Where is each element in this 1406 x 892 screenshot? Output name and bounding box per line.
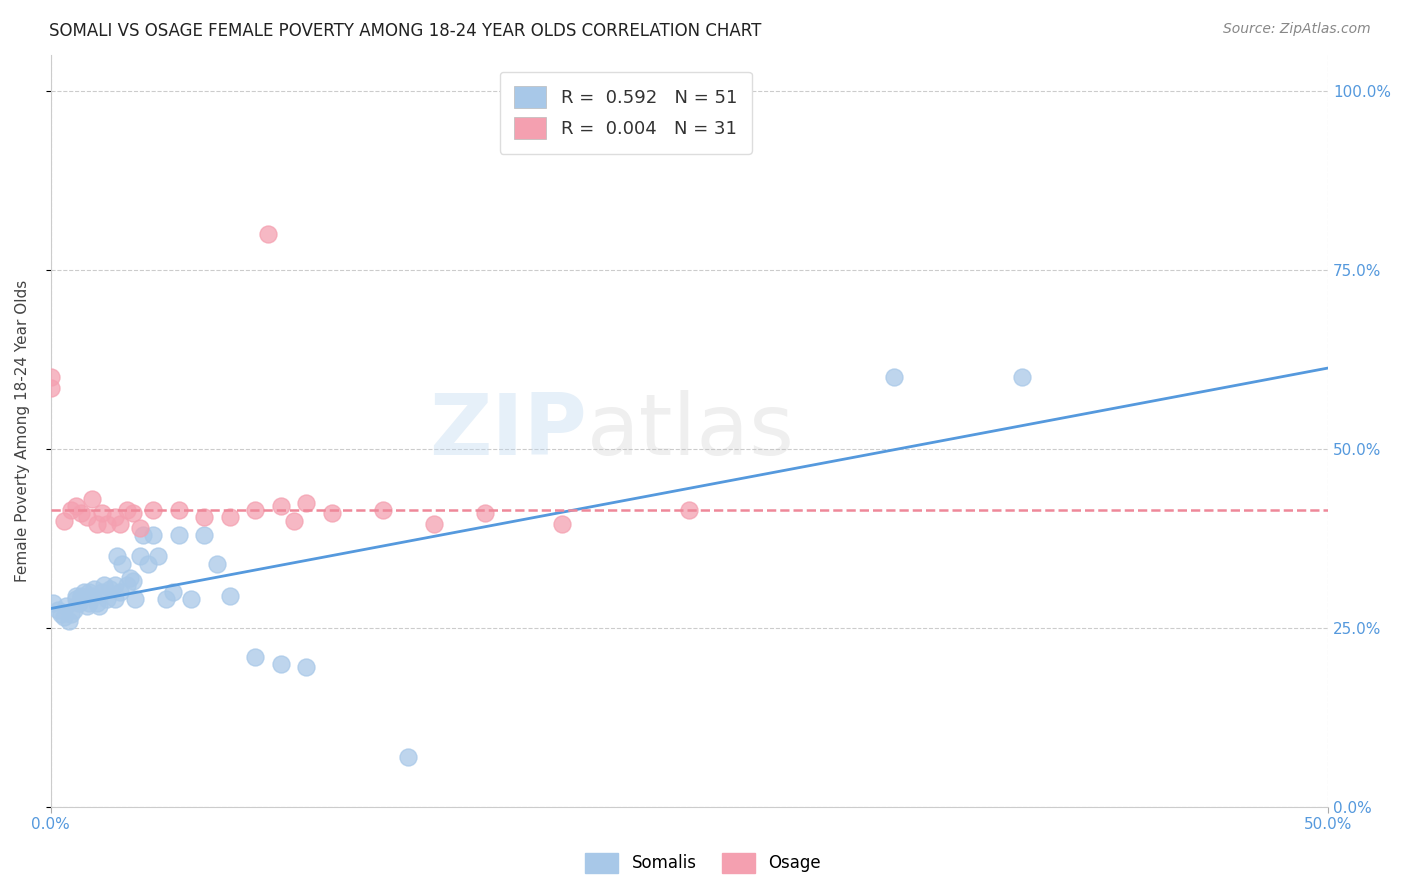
Point (245, 503, 267, 517)
Point (96, 517, 118, 532)
Point (118, 571, 141, 585)
Point (65, 592, 87, 607)
Point (121, 574, 143, 589)
Point (270, 657, 292, 671)
Point (678, 503, 700, 517)
Point (48, 603, 70, 617)
Point (142, 528, 165, 542)
Point (93, 578, 115, 592)
Point (76, 510, 98, 524)
Point (104, 510, 127, 524)
Point (245, 649, 267, 664)
Point (73, 585, 96, 599)
Point (108, 517, 131, 532)
Point (80, 589, 103, 603)
Point (52, 610, 75, 624)
Point (77, 585, 100, 599)
Point (132, 528, 155, 542)
Y-axis label: Female Poverty Among 18-24 Year Olds: Female Poverty Among 18-24 Year Olds (15, 280, 30, 582)
Point (474, 507, 496, 521)
Point (86, 596, 108, 610)
Text: atlas: atlas (588, 390, 796, 473)
Point (55, 599, 77, 614)
Point (90, 507, 112, 521)
Point (83, 582, 105, 596)
Point (193, 528, 215, 542)
Point (60, 607, 83, 621)
Point (193, 510, 215, 524)
Point (39, 381, 62, 395)
Point (129, 521, 152, 535)
Text: Source: ZipAtlas.com: Source: ZipAtlas.com (1223, 22, 1371, 37)
Point (58, 614, 80, 628)
Point (90, 585, 112, 599)
Point (70, 589, 93, 603)
Point (52, 514, 75, 528)
Point (76, 599, 98, 614)
Legend: Somalis, Osage: Somalis, Osage (578, 847, 828, 880)
Point (883, 370, 905, 384)
Point (283, 514, 305, 528)
Point (129, 549, 152, 564)
Point (65, 500, 87, 514)
Legend: R =  0.592   N = 51, R =  0.004   N = 31: R = 0.592 N = 51, R = 0.004 N = 31 (499, 71, 752, 153)
Point (167, 503, 190, 517)
Point (65, 589, 87, 603)
Point (77, 596, 100, 610)
Point (117, 503, 139, 517)
Point (96, 592, 118, 607)
Point (111, 557, 134, 571)
Point (108, 585, 131, 599)
Point (551, 517, 574, 532)
Point (60, 503, 83, 517)
Point (257, 227, 280, 242)
Point (155, 592, 177, 607)
Point (142, 503, 165, 517)
Point (39, 370, 62, 384)
Point (136, 557, 159, 571)
Point (86, 517, 108, 532)
Point (104, 578, 127, 592)
Point (205, 557, 228, 571)
Point (295, 496, 318, 510)
Text: ZIP: ZIP (430, 390, 588, 473)
Point (49, 607, 72, 621)
Point (270, 500, 292, 514)
Point (218, 510, 240, 524)
Point (117, 578, 139, 592)
Text: SOMALI VS OSAGE FEMALE POVERTY AMONG 18-24 YEAR OLDS CORRELATION CHART: SOMALI VS OSAGE FEMALE POVERTY AMONG 18-… (49, 22, 762, 40)
Point (423, 517, 446, 532)
Point (371, 503, 394, 517)
Point (42, 596, 65, 610)
Point (105, 549, 128, 564)
Point (162, 585, 184, 599)
Point (80, 492, 103, 507)
Point (398, 749, 420, 764)
Point (98, 582, 121, 596)
Point (70, 507, 93, 521)
Point (104, 592, 127, 607)
Point (146, 549, 169, 564)
Point (1011, 370, 1033, 384)
Point (180, 592, 202, 607)
Point (124, 592, 146, 607)
Point (295, 660, 318, 674)
Point (63, 603, 86, 617)
Point (167, 528, 190, 542)
Point (121, 507, 143, 521)
Point (89, 599, 111, 614)
Point (321, 507, 343, 521)
Point (67, 596, 90, 610)
Point (218, 589, 240, 603)
